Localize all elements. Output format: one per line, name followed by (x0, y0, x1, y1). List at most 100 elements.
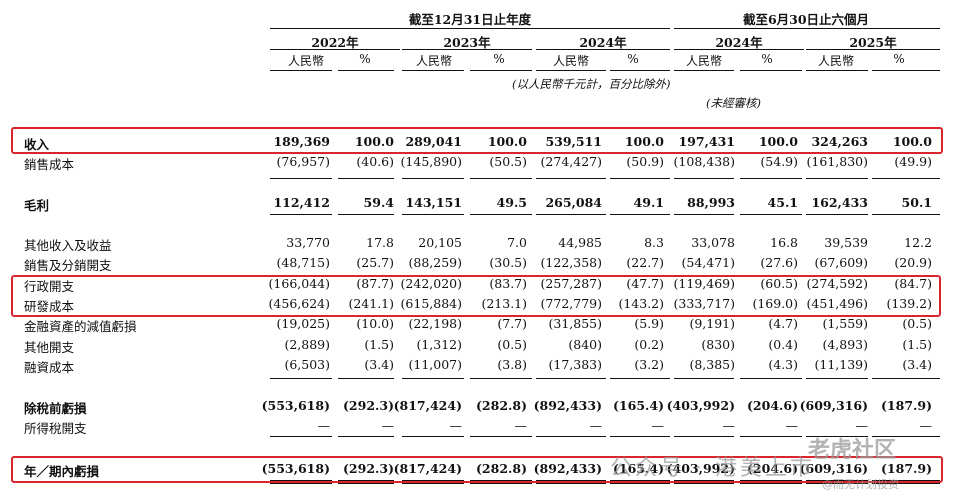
table-cell: (3.8) (497, 357, 527, 372)
table-cell: 20,105 (418, 235, 462, 250)
subtotal-rule (610, 378, 670, 379)
year-rule (270, 49, 400, 50)
subtotal-rule (674, 436, 734, 437)
subtotal-rule (740, 214, 802, 215)
table-cell: 39,539 (824, 235, 868, 250)
table-cell: (274,592) (806, 276, 868, 291)
row-label: 除稅前虧損 (24, 401, 87, 416)
table-cell: (40.6) (356, 154, 394, 169)
subtotal-rule (740, 480, 802, 481)
subtotal-rule (402, 436, 464, 437)
table-cell: 16.8 (770, 235, 798, 250)
table-cell: 33,078 (691, 235, 735, 250)
column-label-rmb: 人民幣 (415, 54, 452, 68)
subtotal-rule (674, 480, 734, 481)
table-cell: (22.7) (626, 255, 664, 270)
table-cell: (292.3) (343, 398, 394, 413)
subtotal-rule (402, 178, 464, 179)
table-cell: (10.0) (356, 316, 394, 331)
table-cell: (48,715) (276, 255, 331, 270)
column-label-rule (610, 70, 670, 71)
table-cell: (451,496) (806, 296, 868, 311)
period-annual-rule (270, 28, 670, 29)
table-cell: (817,424) (393, 398, 462, 413)
table-cell: (0.4) (768, 337, 798, 352)
table-cell: (615,884) (400, 296, 462, 311)
watermark-text: 公众号 · 港美上市 (610, 456, 815, 481)
year-rule (402, 49, 532, 50)
row-label: 毛利 (24, 198, 50, 213)
subtotal-rule (270, 436, 332, 437)
table-cell: — (381, 418, 395, 433)
year-rule (536, 49, 670, 50)
watermark-handle: @而无计划投资 (822, 478, 899, 491)
table-cell: — (514, 418, 528, 433)
table-cell: 33,770 (286, 235, 330, 250)
table-cell: (1,559) (822, 316, 868, 331)
table-cell: — (919, 418, 933, 433)
year-header: 2024年 (579, 35, 627, 50)
table-cell: 49.5 (496, 195, 527, 210)
year-header: 2022年 (311, 35, 359, 50)
subtotal-rule (470, 480, 532, 481)
table-cell: 162,433 (811, 195, 868, 210)
subtotal-rule (872, 483, 940, 484)
column-label-rule (338, 70, 394, 71)
subtotal-rule (674, 214, 734, 215)
table-cell: (83.7) (489, 276, 527, 291)
subtotal-rule (338, 178, 394, 179)
table-cell: (122,358) (540, 255, 602, 270)
subtotal-rule (872, 480, 940, 481)
table-cell: (8,385) (689, 357, 735, 372)
table-cell: (49.9) (894, 154, 932, 169)
table-cell: (22,198) (408, 316, 463, 331)
subtotal-rule (610, 436, 670, 437)
table-cell: (292.3) (343, 461, 394, 476)
table-cell: (242,020) (400, 276, 462, 291)
subtotal-rule (270, 480, 332, 481)
column-label-rmb: 人民幣 (287, 54, 324, 68)
table-cell: (0.5) (497, 337, 527, 352)
table-cell: (165.4) (613, 461, 664, 476)
table-cell: (892,433) (533, 461, 602, 476)
table-cell: (30.5) (489, 255, 527, 270)
column-label-rmb: 人民幣 (685, 54, 722, 68)
row-label: 其他開支 (24, 340, 75, 355)
subtotal-rule (872, 178, 940, 179)
table-cell: 45.1 (767, 195, 798, 210)
row-label: 研發成本 (24, 299, 75, 314)
table-cell: (204.6) (747, 461, 798, 476)
table-cell: (3.4) (364, 357, 394, 372)
subtotal-rule (402, 214, 464, 215)
year-header: 2025年 (849, 35, 897, 50)
table-cell: (165.4) (613, 398, 664, 413)
table-cell: (204.6) (747, 398, 798, 413)
subtotal-rule (338, 378, 394, 379)
subtotal-rule (338, 214, 394, 215)
table-cell: (84.7) (894, 276, 932, 291)
table-cell: (241.1) (348, 296, 394, 311)
table-cell: (76,957) (276, 154, 331, 169)
subtotal-rule (536, 378, 606, 379)
table-cell: (119,469) (673, 276, 735, 291)
subtotal-rule (740, 483, 802, 484)
subtotal-rule (610, 480, 670, 481)
table-cell: (87.7) (356, 276, 394, 291)
table-cell: 324,263 (811, 134, 868, 149)
column-label-rule (270, 70, 332, 71)
table-cell: (609,316) (799, 461, 868, 476)
table-cell: (456,624) (268, 296, 330, 311)
table-cell: (47.7) (626, 276, 664, 291)
table-cell: 17.8 (366, 235, 394, 250)
column-label-percent: % (761, 52, 773, 66)
table-cell: (553,618) (261, 461, 330, 476)
table-cell: (333,717) (673, 296, 735, 311)
table-cell: (20.9) (894, 255, 932, 270)
table-cell: 100.0 (758, 134, 798, 149)
unaudited-note: (未經審核) (706, 96, 761, 110)
table-cell: (1,312) (416, 337, 462, 352)
table-cell: (0.2) (634, 337, 664, 352)
row-label: 行政開支 (24, 279, 75, 294)
subtotal-rule (536, 436, 606, 437)
column-label-rmb: 人民幣 (817, 54, 854, 68)
